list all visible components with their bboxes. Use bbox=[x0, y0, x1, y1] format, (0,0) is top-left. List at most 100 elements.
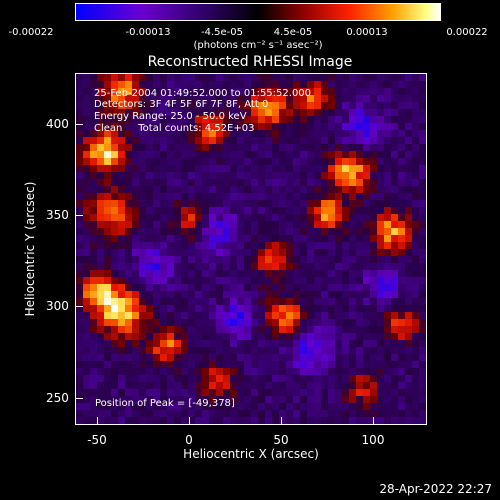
heatmap-cell bbox=[293, 123, 301, 131]
heatmap-cell bbox=[265, 347, 273, 355]
heatmap-cell bbox=[90, 298, 98, 306]
heatmap-cell bbox=[139, 235, 147, 243]
heatmap-cell bbox=[251, 263, 259, 271]
heatmap-cell bbox=[342, 298, 350, 306]
heatmap-cell bbox=[181, 179, 189, 187]
heatmap-cell bbox=[356, 172, 364, 180]
heatmap-cell bbox=[216, 95, 224, 103]
heatmap-cell bbox=[321, 81, 329, 89]
heatmap-cell bbox=[398, 277, 406, 285]
heatmap-cell bbox=[160, 179, 168, 187]
heatmap-cell bbox=[342, 242, 350, 250]
heatmap-cell bbox=[76, 256, 84, 264]
heatmap-cell bbox=[321, 123, 329, 131]
heatmap-cell bbox=[265, 249, 273, 257]
heatmap-cell bbox=[398, 88, 406, 96]
heatmap-cell bbox=[279, 319, 287, 327]
heatmap-cell bbox=[195, 109, 203, 117]
heatmap-cell bbox=[160, 109, 168, 117]
heatmap-cell bbox=[230, 165, 238, 173]
heatmap-cell bbox=[391, 256, 399, 264]
heatmap-cell bbox=[104, 158, 112, 166]
heatmap-cell bbox=[174, 333, 182, 341]
heatmap-cell bbox=[279, 249, 287, 257]
heatmap-cell bbox=[265, 298, 273, 306]
heatmap-cell bbox=[244, 200, 252, 208]
heatmap-cell bbox=[174, 249, 182, 257]
heatmap-cell bbox=[125, 207, 133, 215]
heatmap-cell bbox=[111, 347, 119, 355]
heatmap-cell bbox=[146, 417, 154, 424]
heatmap-cell bbox=[188, 417, 196, 424]
heatmap-cell bbox=[370, 137, 378, 145]
heatmap-cell bbox=[244, 375, 252, 383]
heatmap-cell bbox=[111, 263, 119, 271]
heatmap-cell bbox=[181, 354, 189, 362]
heatmap-cell bbox=[307, 228, 315, 236]
heatmap-cell bbox=[328, 319, 336, 327]
heatmap-cell bbox=[118, 256, 126, 264]
heatmap-cell bbox=[265, 137, 273, 145]
heatmap-cell bbox=[342, 284, 350, 292]
heatmap-cell bbox=[237, 186, 245, 194]
heatmap-cell bbox=[76, 235, 84, 243]
heatmap-cell bbox=[153, 375, 161, 383]
heatmap-cell bbox=[384, 151, 392, 159]
heatmap-cell bbox=[272, 305, 280, 313]
heatmap-cell bbox=[153, 214, 161, 222]
heatmap-cell bbox=[181, 375, 189, 383]
heatmap-cell bbox=[356, 319, 364, 327]
heatmap-cell bbox=[83, 417, 91, 424]
heatmap-cell bbox=[223, 375, 231, 383]
heatmap-cell bbox=[97, 235, 105, 243]
heatmap-cell bbox=[139, 403, 147, 411]
heatmap-cell bbox=[132, 263, 140, 271]
heatmap-cell bbox=[293, 179, 301, 187]
heatmap-cell bbox=[83, 74, 91, 82]
heatmap-cell bbox=[188, 151, 196, 159]
heatmap-cell bbox=[209, 172, 217, 180]
heatmap-cell bbox=[132, 319, 140, 327]
heatmap-cell bbox=[398, 340, 406, 348]
heatmap-cell bbox=[188, 235, 196, 243]
heatmap-cell bbox=[153, 340, 161, 348]
heatmap-cell bbox=[125, 81, 133, 89]
heatmap-cell bbox=[104, 361, 112, 369]
heatmap-cell bbox=[153, 312, 161, 320]
heatmap-cell bbox=[328, 137, 336, 145]
heatmap-cell bbox=[307, 130, 315, 138]
heatmap-cell bbox=[230, 333, 238, 341]
heatmap-cell bbox=[342, 270, 350, 278]
heatmap-cell bbox=[405, 88, 413, 96]
heatmap-cell bbox=[335, 116, 343, 124]
heatmap-cell bbox=[167, 249, 175, 257]
heatmap-cell bbox=[111, 95, 119, 103]
heatmap-cell bbox=[377, 361, 385, 369]
colorbar-tick-label: 0.00022 bbox=[446, 27, 488, 38]
heatmap-cell bbox=[328, 396, 336, 404]
heatmap-cell bbox=[265, 109, 273, 117]
heatmap-cell bbox=[188, 396, 196, 404]
heatmap-cell bbox=[349, 333, 357, 341]
heatmap-cell bbox=[209, 158, 217, 166]
heatmap-cell bbox=[328, 263, 336, 271]
heatmap-cell bbox=[188, 144, 196, 152]
heatmap-cell bbox=[139, 193, 147, 201]
heatmap-cell bbox=[223, 312, 231, 320]
heatmap-cell bbox=[258, 193, 266, 201]
heatmap-cell bbox=[195, 333, 203, 341]
heatmap-cell bbox=[76, 137, 84, 145]
heatmap-cell bbox=[314, 81, 322, 89]
heatmap-cell bbox=[209, 109, 217, 117]
heatmap-cell bbox=[153, 186, 161, 194]
heatmap-cell bbox=[419, 382, 426, 390]
heatmap-cell bbox=[377, 123, 385, 131]
heatmap-cell bbox=[363, 151, 371, 159]
heatmap-cell bbox=[405, 74, 413, 82]
heatmap-cell bbox=[342, 172, 350, 180]
heatmap-cell bbox=[167, 158, 175, 166]
heatmap-cell bbox=[251, 74, 259, 82]
heatmap-cell bbox=[104, 74, 112, 82]
heatmap-cell bbox=[90, 417, 98, 424]
heatmap-cell bbox=[391, 179, 399, 187]
